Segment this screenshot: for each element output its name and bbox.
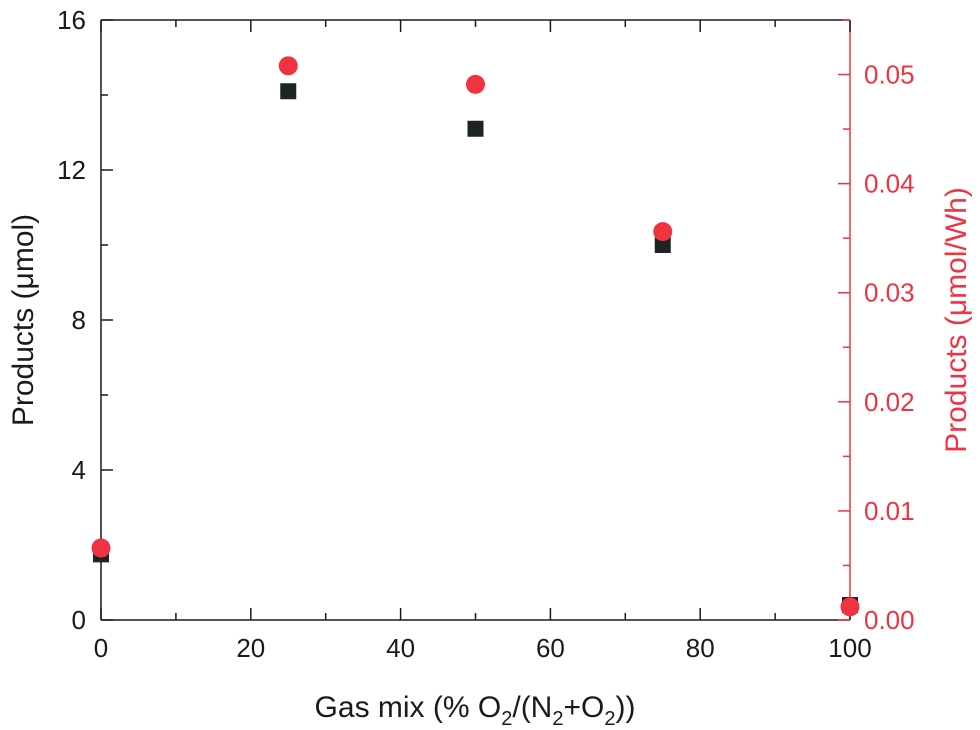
x-axis-ticks: 0 20 40 60 80 100 (94, 20, 872, 663)
data-point-square (467, 120, 484, 137)
data-point-circle (466, 74, 485, 94)
x-axis-title: Gas mix (% O2/(N2+O2)) (315, 691, 636, 730)
data-point-square (654, 237, 671, 253)
y-axis-ticks: 0 4 8 12 16 (57, 5, 113, 635)
data-point-circle (278, 56, 298, 76)
x-tick-label: 60 (536, 633, 565, 663)
x-tick-label: 80 (686, 633, 715, 663)
data-point-square (280, 83, 297, 100)
data-point-circle (840, 597, 860, 617)
y-tick-label: 12 (57, 155, 86, 185)
y2-axis-ticks: 0.00 0.01 0.02 0.03 0.04 0.05 (838, 19, 915, 635)
y-tick-label: 4 (72, 455, 86, 485)
y2-tick-label: 0.03 (864, 278, 915, 308)
data-point-circle (91, 538, 111, 558)
y-axis-title: Products (μmol) (7, 214, 40, 426)
x-tick-label: 100 (828, 633, 871, 663)
y2-tick-label: 0.04 (864, 169, 915, 199)
y2-tick-label: 0.05 (864, 60, 915, 90)
x-tick-label: 40 (386, 633, 415, 663)
y2-tick-label: 0.02 (864, 387, 915, 417)
y2-tick-label: 0.01 (864, 496, 915, 526)
y-tick-label: 8 (72, 305, 86, 335)
y-tick-label: 0 (72, 605, 86, 635)
data-marks (91, 56, 860, 617)
x-tick-label: 0 (94, 633, 108, 663)
plot-frame (100, 19, 851, 621)
y-tick-label: 16 (57, 5, 86, 35)
y2-axis-title: Products (μmol/Wh) (940, 187, 973, 453)
data-point-circle (653, 222, 673, 242)
x-tick-label: 20 (236, 633, 265, 663)
y2-tick-label: 0.00 (864, 605, 915, 635)
